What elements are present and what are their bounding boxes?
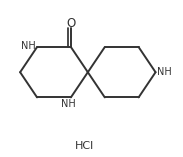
Text: NH: NH — [157, 67, 172, 77]
Text: HCl: HCl — [74, 141, 94, 151]
Text: NH: NH — [21, 41, 36, 51]
Text: O: O — [66, 17, 76, 30]
Text: NH: NH — [61, 99, 76, 109]
